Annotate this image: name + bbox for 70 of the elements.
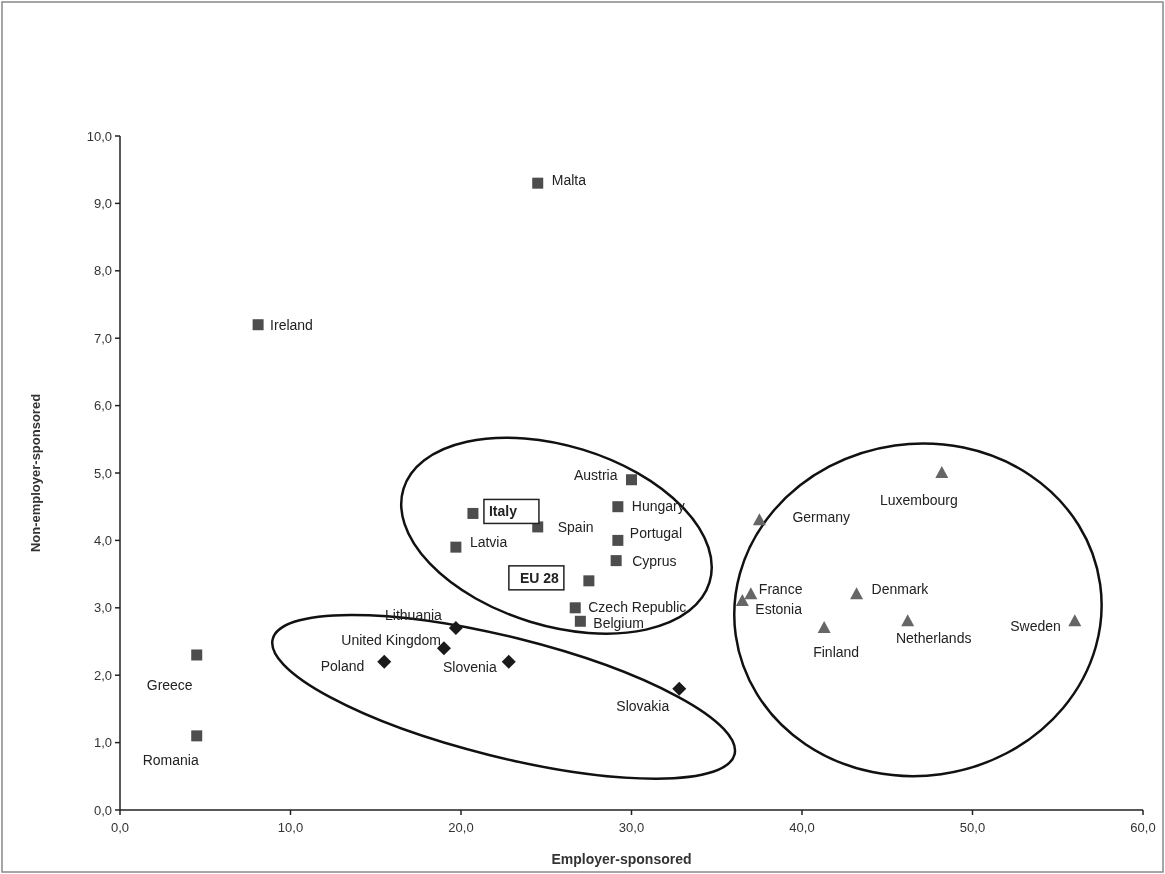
y-tick-label: 2,0 xyxy=(93,667,112,683)
point xyxy=(850,587,864,600)
annotation: Ireland xyxy=(270,316,313,333)
y-tick-label: 10,0 xyxy=(86,128,112,144)
annotation: Estonia xyxy=(755,601,803,618)
point xyxy=(467,507,479,519)
annotation: Malta xyxy=(551,172,587,189)
point xyxy=(450,541,462,553)
annotation: Romania xyxy=(142,751,199,768)
y-tick-label: 8,0 xyxy=(93,263,112,279)
annotation: EU 28 xyxy=(519,569,560,586)
y-tick-label: 7,0 xyxy=(93,330,112,346)
y-tick-label: 5,0 xyxy=(93,465,112,481)
y-tick-label: 9,0 xyxy=(93,195,112,211)
x-tick-label: 50,0 xyxy=(959,820,986,835)
annotation: Slovakia xyxy=(616,697,670,714)
point xyxy=(610,555,622,567)
point xyxy=(626,474,637,486)
annotation: Latvia xyxy=(469,534,508,551)
annotation: Luxembourg xyxy=(879,492,958,508)
annotation: Italy xyxy=(488,503,518,520)
point xyxy=(744,587,758,600)
point xyxy=(817,621,831,634)
annotation: Denmark xyxy=(871,581,930,598)
x-tick-label: 40,0 xyxy=(789,820,815,835)
x-tick-label: 20,0 xyxy=(448,820,474,835)
annotation: United Kingdom xyxy=(341,632,441,649)
annotation: Belgium xyxy=(593,615,644,632)
annotation: Cyprus xyxy=(632,552,677,569)
y-axis-title: Non-employer-sponsored xyxy=(28,393,43,553)
point xyxy=(574,615,586,627)
point xyxy=(612,534,624,546)
point xyxy=(448,621,463,636)
point xyxy=(191,649,203,661)
x-tick-label: 60,0 xyxy=(1130,820,1156,835)
annotation: Poland xyxy=(320,657,365,674)
annotation: France xyxy=(758,581,803,598)
point xyxy=(569,602,581,614)
annotation: Czech Republic xyxy=(588,598,687,615)
annotation: Germany xyxy=(792,509,850,526)
annotation: Spain xyxy=(557,518,594,535)
y-tick-label: 0,0 xyxy=(93,802,112,818)
point xyxy=(901,614,915,627)
point xyxy=(1068,614,1082,627)
y-tick-label: 1,0 xyxy=(93,735,112,751)
point xyxy=(672,681,687,696)
point xyxy=(735,594,749,607)
point xyxy=(532,177,544,189)
y-tick-label: 3,0 xyxy=(93,600,112,616)
x-axis-title: Employer-sponsored xyxy=(551,851,692,867)
point xyxy=(377,654,392,669)
annotation: Austria xyxy=(573,466,618,483)
point xyxy=(752,513,766,526)
annotation: Greece xyxy=(146,676,193,693)
x-tick-label: 0,0 xyxy=(110,820,130,835)
y-tick-label: 6,0 xyxy=(93,398,112,414)
point xyxy=(612,501,624,513)
y-tick-label: 4,0 xyxy=(93,532,112,548)
annotation: Netherlands xyxy=(895,630,972,647)
annotation: Slovenia xyxy=(443,658,497,675)
x-tick-label: 10,0 xyxy=(277,820,304,835)
annotation: Finland xyxy=(813,644,860,661)
point xyxy=(191,730,203,742)
annotation: Sweden xyxy=(1010,618,1061,635)
point xyxy=(583,575,595,587)
point xyxy=(252,319,264,331)
point xyxy=(501,654,516,669)
x-tick-label: 30,0 xyxy=(618,820,645,835)
annotation: Portugal xyxy=(629,525,683,542)
point xyxy=(935,466,949,478)
